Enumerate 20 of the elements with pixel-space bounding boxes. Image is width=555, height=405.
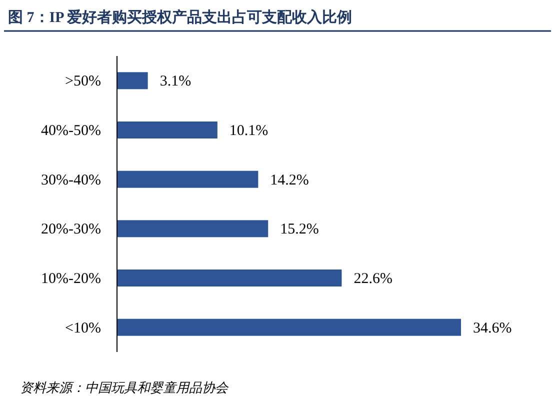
bar xyxy=(117,220,268,238)
y-tick-label: 10%-20% xyxy=(41,271,101,287)
data-label: 15.2% xyxy=(280,222,319,238)
data-label: 14.2% xyxy=(270,172,309,188)
bar xyxy=(117,270,342,286)
bar xyxy=(117,72,148,90)
y-tick-label: 20%-30% xyxy=(41,222,101,238)
bar xyxy=(117,170,258,188)
data-label: 22.6% xyxy=(354,271,392,287)
data-label: 3.1% xyxy=(160,74,192,90)
y-tick-label: >50% xyxy=(65,74,101,90)
bar xyxy=(117,318,461,336)
y-tick-label: 30%-40% xyxy=(41,172,101,188)
text: 资料来源：中国玩具和婴童用品协会 xyxy=(20,380,229,395)
data-label: 34.6% xyxy=(473,320,512,336)
y-tick-label: <10% xyxy=(65,320,101,336)
data-label: 10.1% xyxy=(229,123,268,139)
bar xyxy=(117,122,218,138)
chart-title: 图 7：IP 爱好者购买授权产品支出占可支配收入比例 xyxy=(8,9,352,26)
y-tick-label: 40%-50% xyxy=(41,123,101,139)
